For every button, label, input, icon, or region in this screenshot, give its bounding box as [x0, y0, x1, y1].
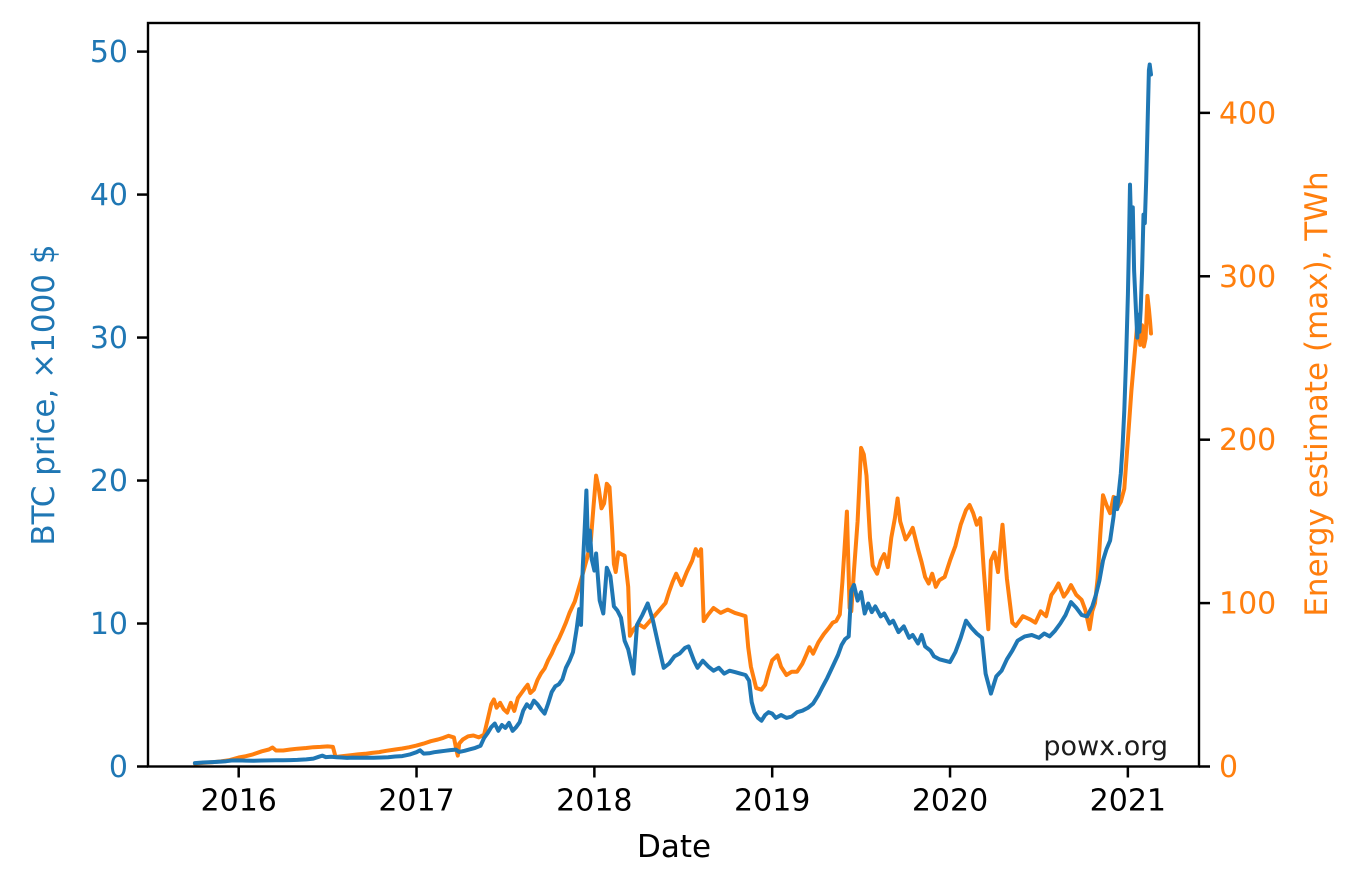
y-left-tick-label: 30: [90, 321, 128, 356]
y-right-tick-label: 400: [1219, 96, 1276, 131]
y-right-tick-label: 200: [1219, 423, 1276, 458]
y-left-axis-title: BTC price, ×1000 $: [26, 244, 62, 546]
series-line-energy: [192, 293, 1153, 766]
x-tick-label: 2021: [1090, 784, 1166, 819]
x-tick-label: 2017: [378, 784, 454, 819]
y-right-tick-label: 0: [1219, 750, 1238, 785]
y-left-tick-label: 40: [90, 178, 128, 213]
x-tick-label: 2019: [734, 784, 810, 819]
x-tick-label: 2016: [201, 784, 277, 819]
y-right-axis-title: Energy estimate (max), TWh: [1299, 171, 1335, 617]
y-right-tick-label: 300: [1219, 260, 1276, 295]
watermark-text: powx.org: [1043, 731, 1168, 762]
y-left-tick-label: 50: [90, 35, 128, 70]
y-left-tick-label: 20: [90, 464, 128, 499]
series-line-btc: [192, 62, 1153, 766]
y-left-tick-label: 10: [90, 607, 128, 642]
x-tick-label: 2018: [556, 784, 632, 819]
y-left-tick-label: 0: [109, 750, 128, 785]
x-tick-label: 2020: [912, 784, 988, 819]
y-right-tick-label: 100: [1219, 587, 1276, 622]
x-axis-title: Date: [636, 829, 712, 865]
plot-frame: [146, 21, 1201, 768]
